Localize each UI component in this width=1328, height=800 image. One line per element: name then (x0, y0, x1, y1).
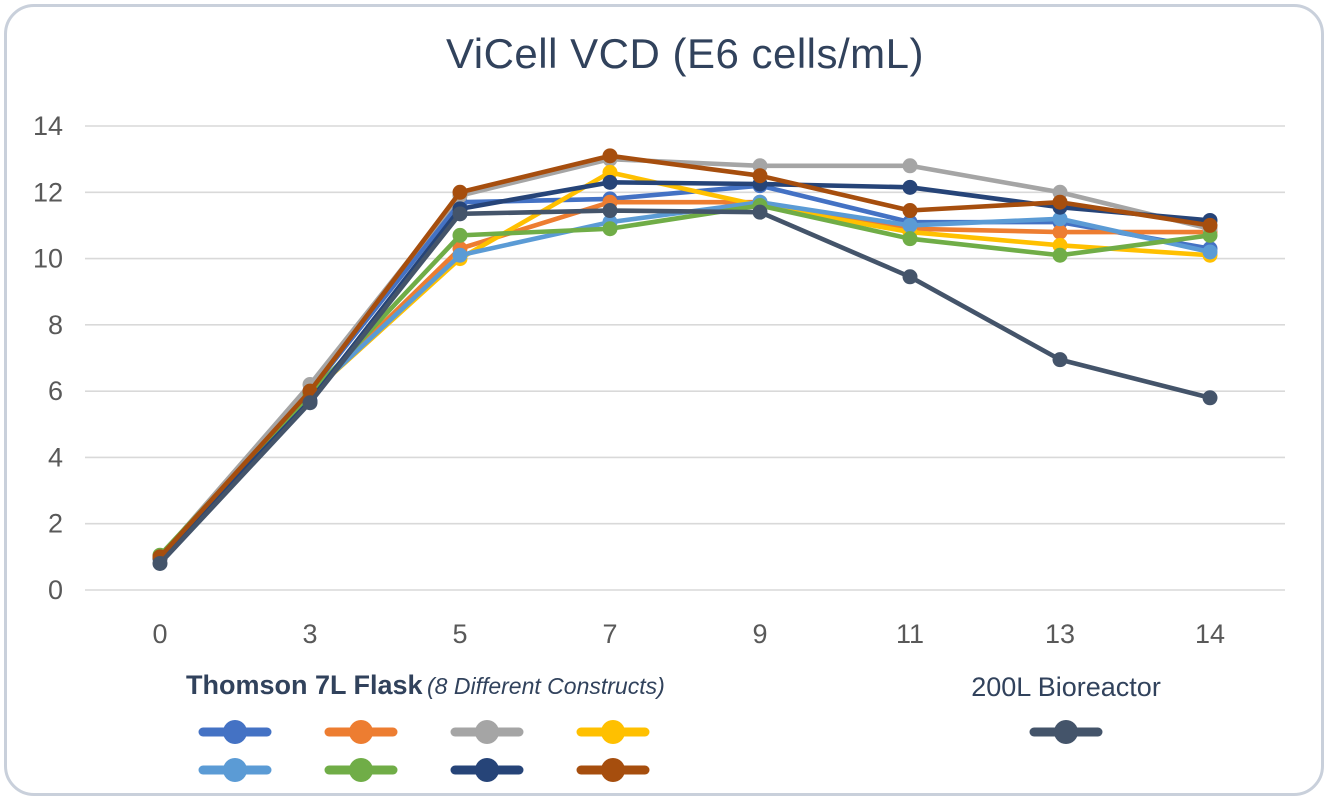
data-point-construct-7 (902, 179, 918, 195)
legend-flask-swatches (198, 718, 702, 789)
y-tick-label: 14 (33, 111, 63, 141)
data-point-200L-bioreactor (902, 269, 918, 285)
y-tick-label: 8 (48, 310, 63, 340)
legend-line-marker-icon-construct-4 (576, 720, 650, 744)
series-construct-8 (152, 148, 1218, 565)
legend-flask-label: Thomson 7L Flask (186, 670, 423, 700)
data-point-construct-8 (452, 184, 468, 200)
chart-title: ViCell VCD (E6 cells/mL) (446, 30, 924, 77)
data-point-construct-3 (902, 158, 918, 174)
data-point-200L-bioreactor (602, 203, 618, 219)
data-point-construct-5 (902, 217, 918, 233)
data-point-200L-bioreactor (452, 206, 468, 222)
data-point-construct-5 (1052, 211, 1068, 227)
chart-card-border (4, 4, 1324, 796)
legend-swatch-cell-construct-5 (198, 756, 324, 789)
y-tick-label: 6 (48, 376, 63, 406)
data-point-construct-2 (1052, 224, 1068, 240)
data-point-200L-bioreactor (302, 395, 318, 411)
data-point-construct-7 (602, 174, 618, 190)
y-tick-label: 10 (33, 244, 63, 274)
y-tick-label: 4 (48, 442, 63, 472)
data-point-construct-6 (1052, 247, 1068, 263)
legend-flask-sublabel: (8 Different Constructs) (427, 673, 665, 699)
x-tick-label: 11 (896, 619, 924, 649)
data-point-200L-bioreactor (1202, 390, 1218, 406)
series-200L-bioreactor (152, 203, 1218, 571)
x-tick-label: 3 (302, 619, 317, 649)
x-tick-label: 7 (602, 619, 617, 649)
legend-swatch-cell-construct-1 (198, 718, 324, 751)
x-tick-label: 9 (752, 619, 767, 649)
data-point-construct-8 (752, 168, 768, 184)
legend-line-marker-icon-construct-6 (324, 758, 398, 782)
x-tick-label: 0 (152, 619, 167, 649)
legend-swatch-cell-construct-6 (324, 756, 450, 789)
data-point-construct-5 (1202, 244, 1218, 260)
legend-swatch-cell-construct-7 (450, 756, 576, 789)
legend-line-marker-icon-construct-3 (450, 720, 524, 744)
data-point-200L-bioreactor (752, 204, 768, 220)
legend-bioreactor-swatch (1029, 718, 1103, 751)
legend-swatch-cell-construct-3 (450, 718, 576, 751)
y-tick-label: 0 (48, 575, 63, 605)
data-point-200L-bioreactor (1052, 352, 1068, 368)
legend-line-marker-icon-construct-7 (450, 758, 524, 782)
data-point-construct-8 (1052, 194, 1068, 210)
x-tick-label: 5 (452, 619, 467, 649)
data-point-construct-6 (902, 231, 918, 247)
gridlines (85, 125, 1285, 591)
legend-line-marker-icon-construct-5 (198, 758, 272, 782)
data-point-construct-8 (902, 203, 918, 219)
legend-swatch-cell-construct-8 (576, 756, 702, 789)
line-chart-plot-area: 0 2 4 6 8 10 12 14 0 3 5 7 9 11 13 14 (33, 111, 1285, 649)
legend-line-marker-icon-construct-8 (576, 758, 650, 782)
legend-swatch-cell-construct-2 (324, 718, 450, 751)
legend-line-marker-icon-200L-bioreactor (1029, 720, 1103, 744)
data-point-200L-bioreactor (152, 555, 168, 571)
data-point-construct-6 (602, 221, 618, 237)
y-tick-label: 2 (48, 509, 63, 539)
legend-line-marker-icon-construct-2 (324, 720, 398, 744)
legend-flask-group: Thomson 7L Flask (8 Different Constructs… (186, 670, 665, 701)
legend-bioreactor-group: 200L Bioreactor (950, 672, 1182, 703)
data-point-construct-8 (602, 148, 618, 164)
x-tick-label: 13 (1045, 619, 1075, 649)
data-point-construct-6 (452, 227, 468, 243)
y-axis-tick-labels: 0 2 4 6 8 10 12 14 (33, 111, 63, 605)
legend-line-marker-icon-construct-1 (198, 720, 272, 744)
data-point-construct-8 (1202, 217, 1218, 233)
x-axis-tick-labels: 0 3 5 7 9 11 13 14 (152, 619, 1225, 649)
data-point-construct-5 (452, 247, 468, 263)
x-tick-label: 14 (1195, 619, 1225, 649)
legend-swatch-cell-construct-4 (576, 718, 702, 751)
legend-bioreactor-label: 200L Bioreactor (971, 672, 1161, 702)
y-tick-label: 12 (33, 177, 63, 207)
